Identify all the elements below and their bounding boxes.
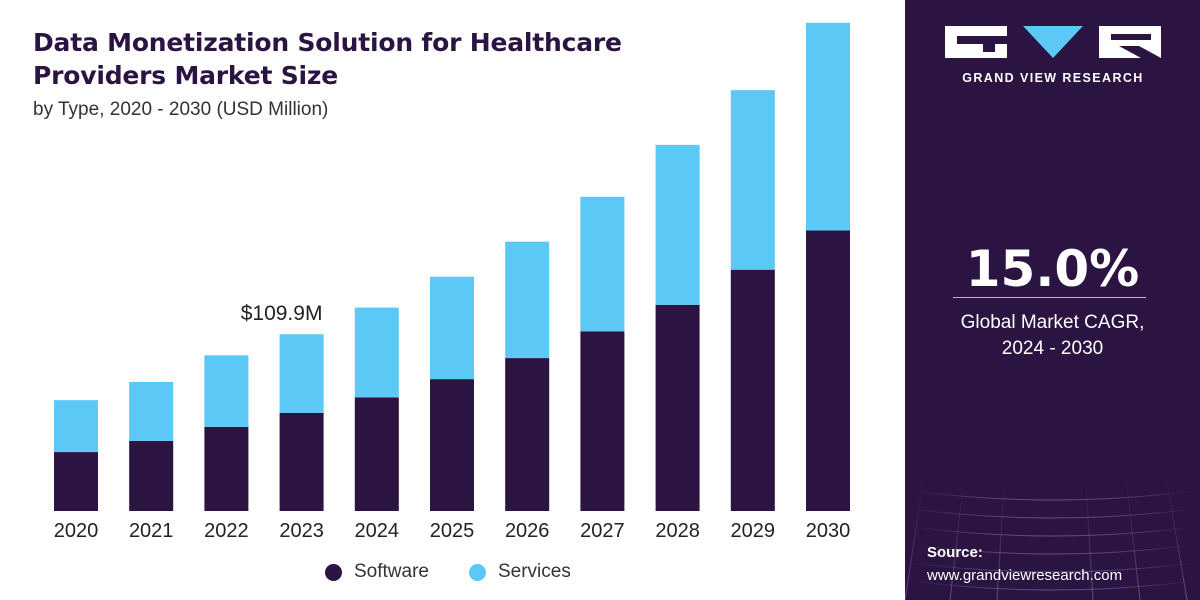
bar-software-2024 [354, 397, 399, 511]
bar-software-2022 [204, 426, 249, 511]
bar-services-2020 [54, 400, 98, 453]
cagr-divider [953, 297, 1146, 298]
bar-software-2029 [730, 269, 775, 511]
x-tick-label-2029: 2029 [731, 520, 776, 542]
bar-services-2027 [580, 196, 625, 332]
cagr-label: Global Market CAGR, 2024 - 2030 [905, 310, 1200, 362]
x-tick-label-2030: 2030 [806, 520, 851, 542]
data-label-2023: $109.9M [241, 302, 323, 325]
legend-item-software: Software [325, 561, 429, 583]
brand-name: GRAND VIEW RESEARCH [962, 71, 1144, 85]
x-tick-label-2023: 2023 [279, 520, 324, 542]
bar-software-2021 [129, 440, 174, 511]
bar-services-2028 [655, 144, 700, 305]
bar-software-2026 [505, 358, 550, 511]
bar-services-2026 [505, 241, 550, 359]
x-tick-label-2020: 2020 [54, 520, 99, 542]
cagr-value: 15.0% [965, 240, 1140, 298]
bar-services-2021 [129, 381, 174, 441]
x-tick-label-2028: 2028 [655, 520, 700, 542]
bar-services-2024 [354, 307, 399, 398]
bar-services-2025 [430, 276, 474, 380]
source-title: Source: [927, 544, 983, 561]
x-tick-label-2021: 2021 [129, 520, 174, 542]
chart-subtitle: by Type, 2020 - 2030 (USD Million) [33, 99, 329, 120]
chart-panel: Data Monetization Solution for Healthcar… [33, 22, 851, 583]
source-url[interactable]: www.grandviewresearch.com [927, 567, 1123, 584]
stacked-bar-chart: 2020 2021 2022 2023 $109.9M 2024 2025 2026 2027 2… [54, 22, 851, 542]
x-tick-label-2022: 2022 [204, 520, 249, 542]
legend-swatch-software [325, 563, 342, 581]
decorative-grid-background [905, 470, 1200, 600]
info-panel: GRAND VIEW RESEARCH 15.0% Global Market … [905, 0, 1200, 600]
chart-title-line-1: Data Monetization Solution for Healthcar… [33, 28, 622, 57]
bar-software-2023 [279, 412, 324, 511]
x-tick-label-2025: 2025 [430, 520, 475, 542]
bar-software-2020 [54, 452, 98, 511]
cagr-label-line-2: 2024 - 2030 [1001, 338, 1104, 359]
chart-title: Data Monetization Solution for Healthcar… [33, 26, 622, 92]
gvr-logo-icon [945, 26, 1161, 58]
bar-software-2025 [430, 379, 474, 511]
legend-label-services: Services [497, 561, 571, 582]
chart-legend: Software Services [325, 561, 611, 583]
x-tick-label-2027: 2027 [580, 520, 625, 542]
bar-services-2029 [730, 90, 775, 270]
bar-services-2023 [279, 334, 324, 413]
bar-software-2030 [806, 230, 850, 511]
legend-swatch-services [468, 563, 486, 581]
cagr-label-line-1: Global Market CAGR, [960, 312, 1145, 333]
x-tick-label-2026: 2026 [505, 520, 550, 542]
chart-title-line-2: Providers Market Size [33, 61, 338, 90]
bar-software-2028 [655, 304, 700, 511]
legend-label-software: Software [354, 561, 429, 582]
legend-item-services: Services [468, 561, 571, 583]
bar-software-2027 [580, 331, 625, 511]
x-tick-label-2024: 2024 [355, 520, 400, 542]
bar-services-2022 [204, 355, 249, 427]
bar-services-2030 [806, 22, 850, 231]
